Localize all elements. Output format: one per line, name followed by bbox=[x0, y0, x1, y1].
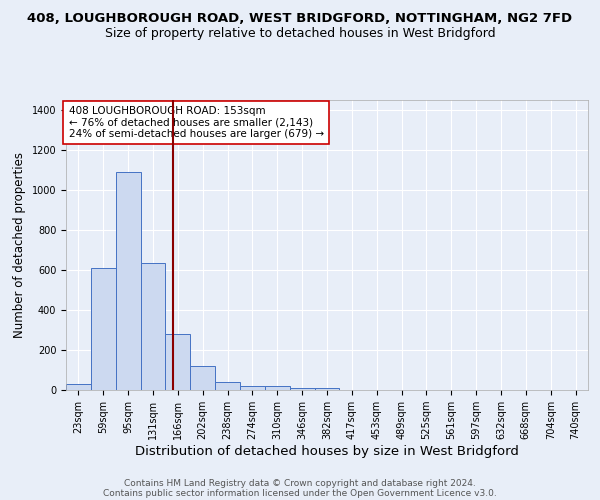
Text: 408 LOUGHBOROUGH ROAD: 153sqm
← 76% of detached houses are smaller (2,143)
24% o: 408 LOUGHBOROUGH ROAD: 153sqm ← 76% of d… bbox=[68, 106, 324, 139]
Bar bbox=[166, 334, 190, 390]
Bar bbox=[66, 384, 91, 390]
Bar bbox=[290, 388, 314, 390]
Bar bbox=[314, 388, 340, 390]
Text: Contains HM Land Registry data © Crown copyright and database right 2024.: Contains HM Land Registry data © Crown c… bbox=[124, 478, 476, 488]
Y-axis label: Number of detached properties: Number of detached properties bbox=[13, 152, 26, 338]
Text: Size of property relative to detached houses in West Bridgford: Size of property relative to detached ho… bbox=[104, 28, 496, 40]
Bar bbox=[240, 386, 265, 390]
Bar bbox=[190, 366, 215, 390]
Bar bbox=[140, 263, 166, 390]
Bar bbox=[116, 172, 140, 390]
Bar bbox=[91, 268, 116, 390]
Text: Contains public sector information licensed under the Open Government Licence v3: Contains public sector information licen… bbox=[103, 488, 497, 498]
Text: 408, LOUGHBOROUGH ROAD, WEST BRIDGFORD, NOTTINGHAM, NG2 7FD: 408, LOUGHBOROUGH ROAD, WEST BRIDGFORD, … bbox=[28, 12, 572, 26]
Bar bbox=[215, 382, 240, 390]
Bar bbox=[265, 386, 290, 390]
X-axis label: Distribution of detached houses by size in West Bridgford: Distribution of detached houses by size … bbox=[135, 445, 519, 458]
